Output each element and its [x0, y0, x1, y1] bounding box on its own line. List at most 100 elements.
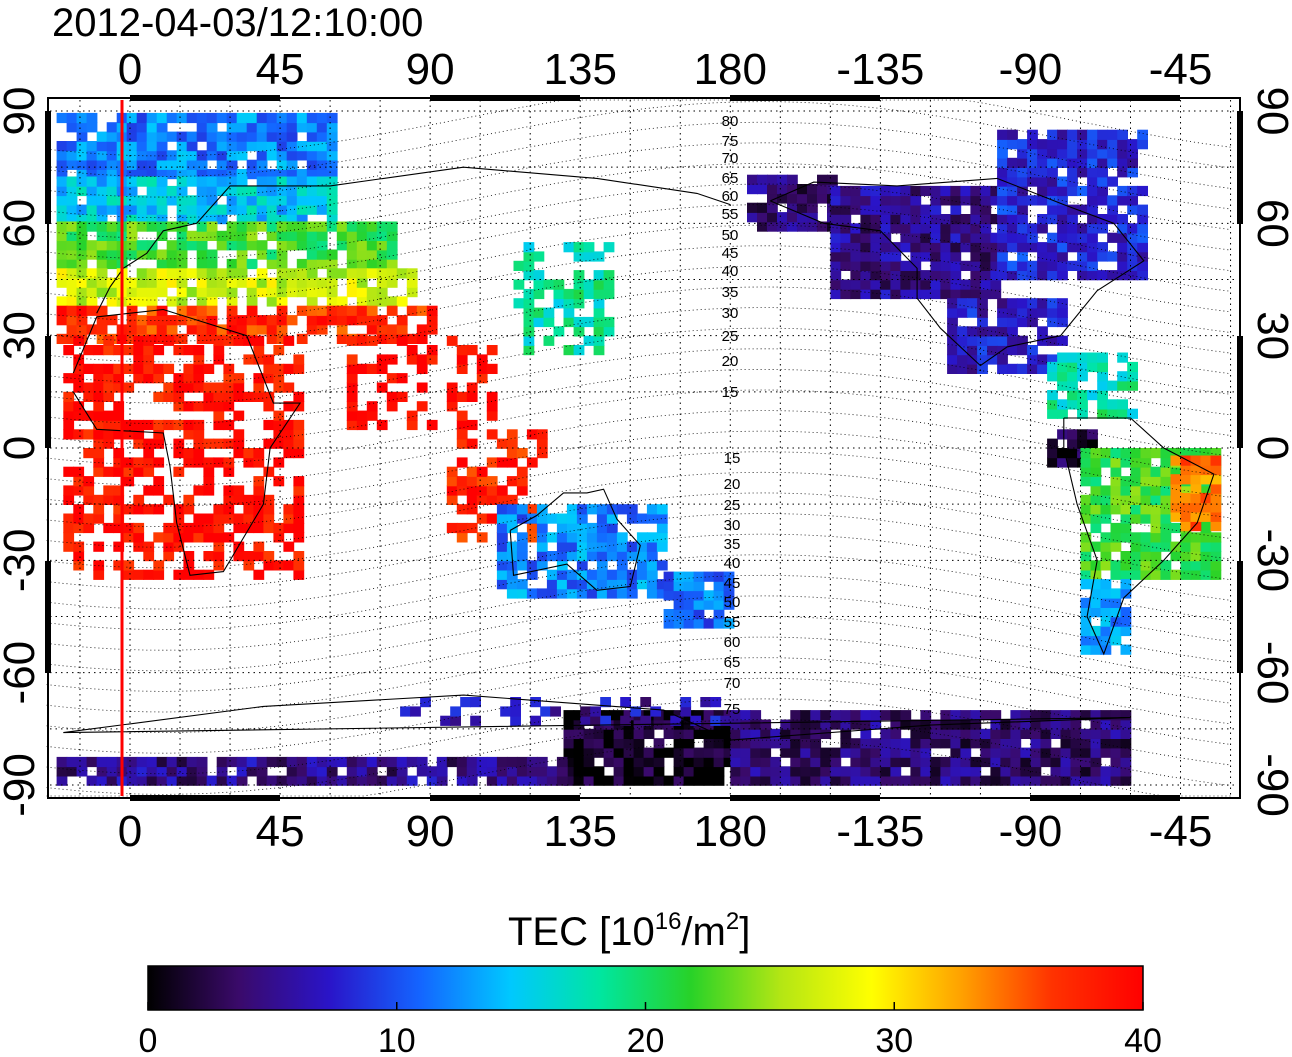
tec-cell: [760, 719, 772, 730]
tec-cell: [1080, 504, 1092, 515]
tec-cell: [233, 373, 245, 384]
tec-cell: [196, 333, 208, 344]
tec-cell: [683, 618, 695, 629]
tec-cell: [526, 504, 538, 515]
tec-cell: [346, 268, 358, 279]
tec-cell: [1087, 429, 1098, 440]
colorbar-title-exponent: 16: [655, 908, 682, 935]
tec-cell: [176, 766, 188, 777]
tec-cell: [576, 513, 588, 524]
tec-cell: [426, 305, 438, 316]
tec-cell: [730, 738, 742, 749]
tec-cell: [306, 141, 318, 152]
axis-bar-top: [1030, 95, 1180, 101]
tec-cell: [83, 382, 95, 393]
tec-cell: [1090, 466, 1102, 477]
tec-cell: [276, 159, 288, 170]
tec-cell: [1110, 597, 1122, 608]
tec-cell: [146, 277, 158, 288]
tec-cell: [723, 738, 735, 749]
tec-cell: [236, 185, 248, 197]
tec-cell: [1007, 204, 1018, 215]
tec-cell: [957, 345, 968, 356]
tec-cell: [133, 354, 145, 365]
tec-cell: [807, 221, 818, 232]
tec-cell: [556, 541, 568, 552]
tec-cell: [1130, 485, 1142, 496]
tec-cell: [286, 315, 298, 326]
tec-cell: [356, 221, 368, 232]
tec-cell: [1077, 361, 1088, 373]
tec-cell: [176, 176, 188, 187]
longitude-label: 0: [118, 45, 142, 94]
mlat-label: 40: [722, 263, 739, 280]
tec-cell: [990, 719, 1002, 730]
tec-cell: [366, 324, 378, 335]
tec-cell: [656, 560, 668, 571]
tec-cell: [1007, 167, 1018, 178]
tec-cell: [870, 195, 882, 206]
tec-cell: [713, 738, 725, 749]
tec-cell: [416, 766, 428, 777]
mlat-label: 60: [724, 634, 741, 651]
tec-cell: [797, 212, 808, 223]
tec-cell: [133, 457, 145, 468]
tec-cell: [1070, 738, 1082, 749]
tec-cell: [1100, 710, 1112, 721]
tec-cell: [603, 747, 615, 758]
tec-cell: [326, 204, 338, 215]
tec-cell: [1037, 157, 1048, 168]
tec-cell: [673, 618, 685, 629]
tec-cell: [1097, 139, 1108, 150]
tec-cell: [286, 195, 298, 206]
tec-cell: [870, 232, 882, 243]
tec-cell: [176, 204, 188, 215]
tec-cell: [1127, 260, 1138, 271]
tec-cell: [286, 185, 298, 197]
tec-cell: [213, 541, 225, 552]
tec-cell: [273, 560, 285, 571]
tec-cell: [63, 419, 75, 431]
tec-cell: [276, 333, 288, 344]
tec-cell: [603, 288, 615, 300]
tec-cell: [226, 150, 238, 161]
tec-cell: [920, 710, 932, 721]
tec-cell: [93, 448, 105, 459]
tec-cell: [106, 185, 118, 197]
tec-cell: [266, 287, 278, 298]
tec-cell: [1047, 335, 1058, 346]
tec-cell: [1047, 204, 1058, 215]
tec-cell: [1140, 551, 1152, 562]
tec-cell: [1037, 326, 1048, 337]
tec-cell: [1097, 167, 1108, 178]
tec-cell: [950, 270, 962, 281]
tec-cell: [460, 697, 471, 708]
longitude-label: 180: [694, 45, 767, 94]
tec-cell: [1010, 766, 1022, 777]
mlat-label: 70: [724, 675, 741, 692]
tec-cell: [243, 513, 255, 524]
tec-cell: [226, 131, 238, 142]
tec-cell: [1137, 251, 1148, 262]
tec-cell: [113, 429, 125, 440]
tec-cell: [693, 590, 705, 601]
tec-cell: [850, 232, 862, 243]
tec-cell: [997, 167, 1008, 178]
tec-cell: [356, 363, 368, 374]
tec-cell: [126, 176, 138, 187]
tec-cell: [950, 279, 962, 290]
tec-cell: [997, 260, 1008, 271]
tec-cell: [646, 569, 658, 580]
tec-cell: [1120, 513, 1132, 524]
tec-cell: [146, 112, 158, 124]
tec-cell: [293, 419, 305, 431]
tec-cell: [123, 429, 135, 440]
tec-cell: [840, 766, 852, 777]
tec-cell: [820, 756, 832, 768]
tec-cell: [940, 288, 952, 300]
tec-cell: [86, 112, 98, 124]
tec-cell: [1040, 756, 1052, 768]
tec-cell: [366, 240, 378, 251]
tec-cell: [1087, 361, 1098, 373]
tec-cell: [980, 710, 992, 721]
